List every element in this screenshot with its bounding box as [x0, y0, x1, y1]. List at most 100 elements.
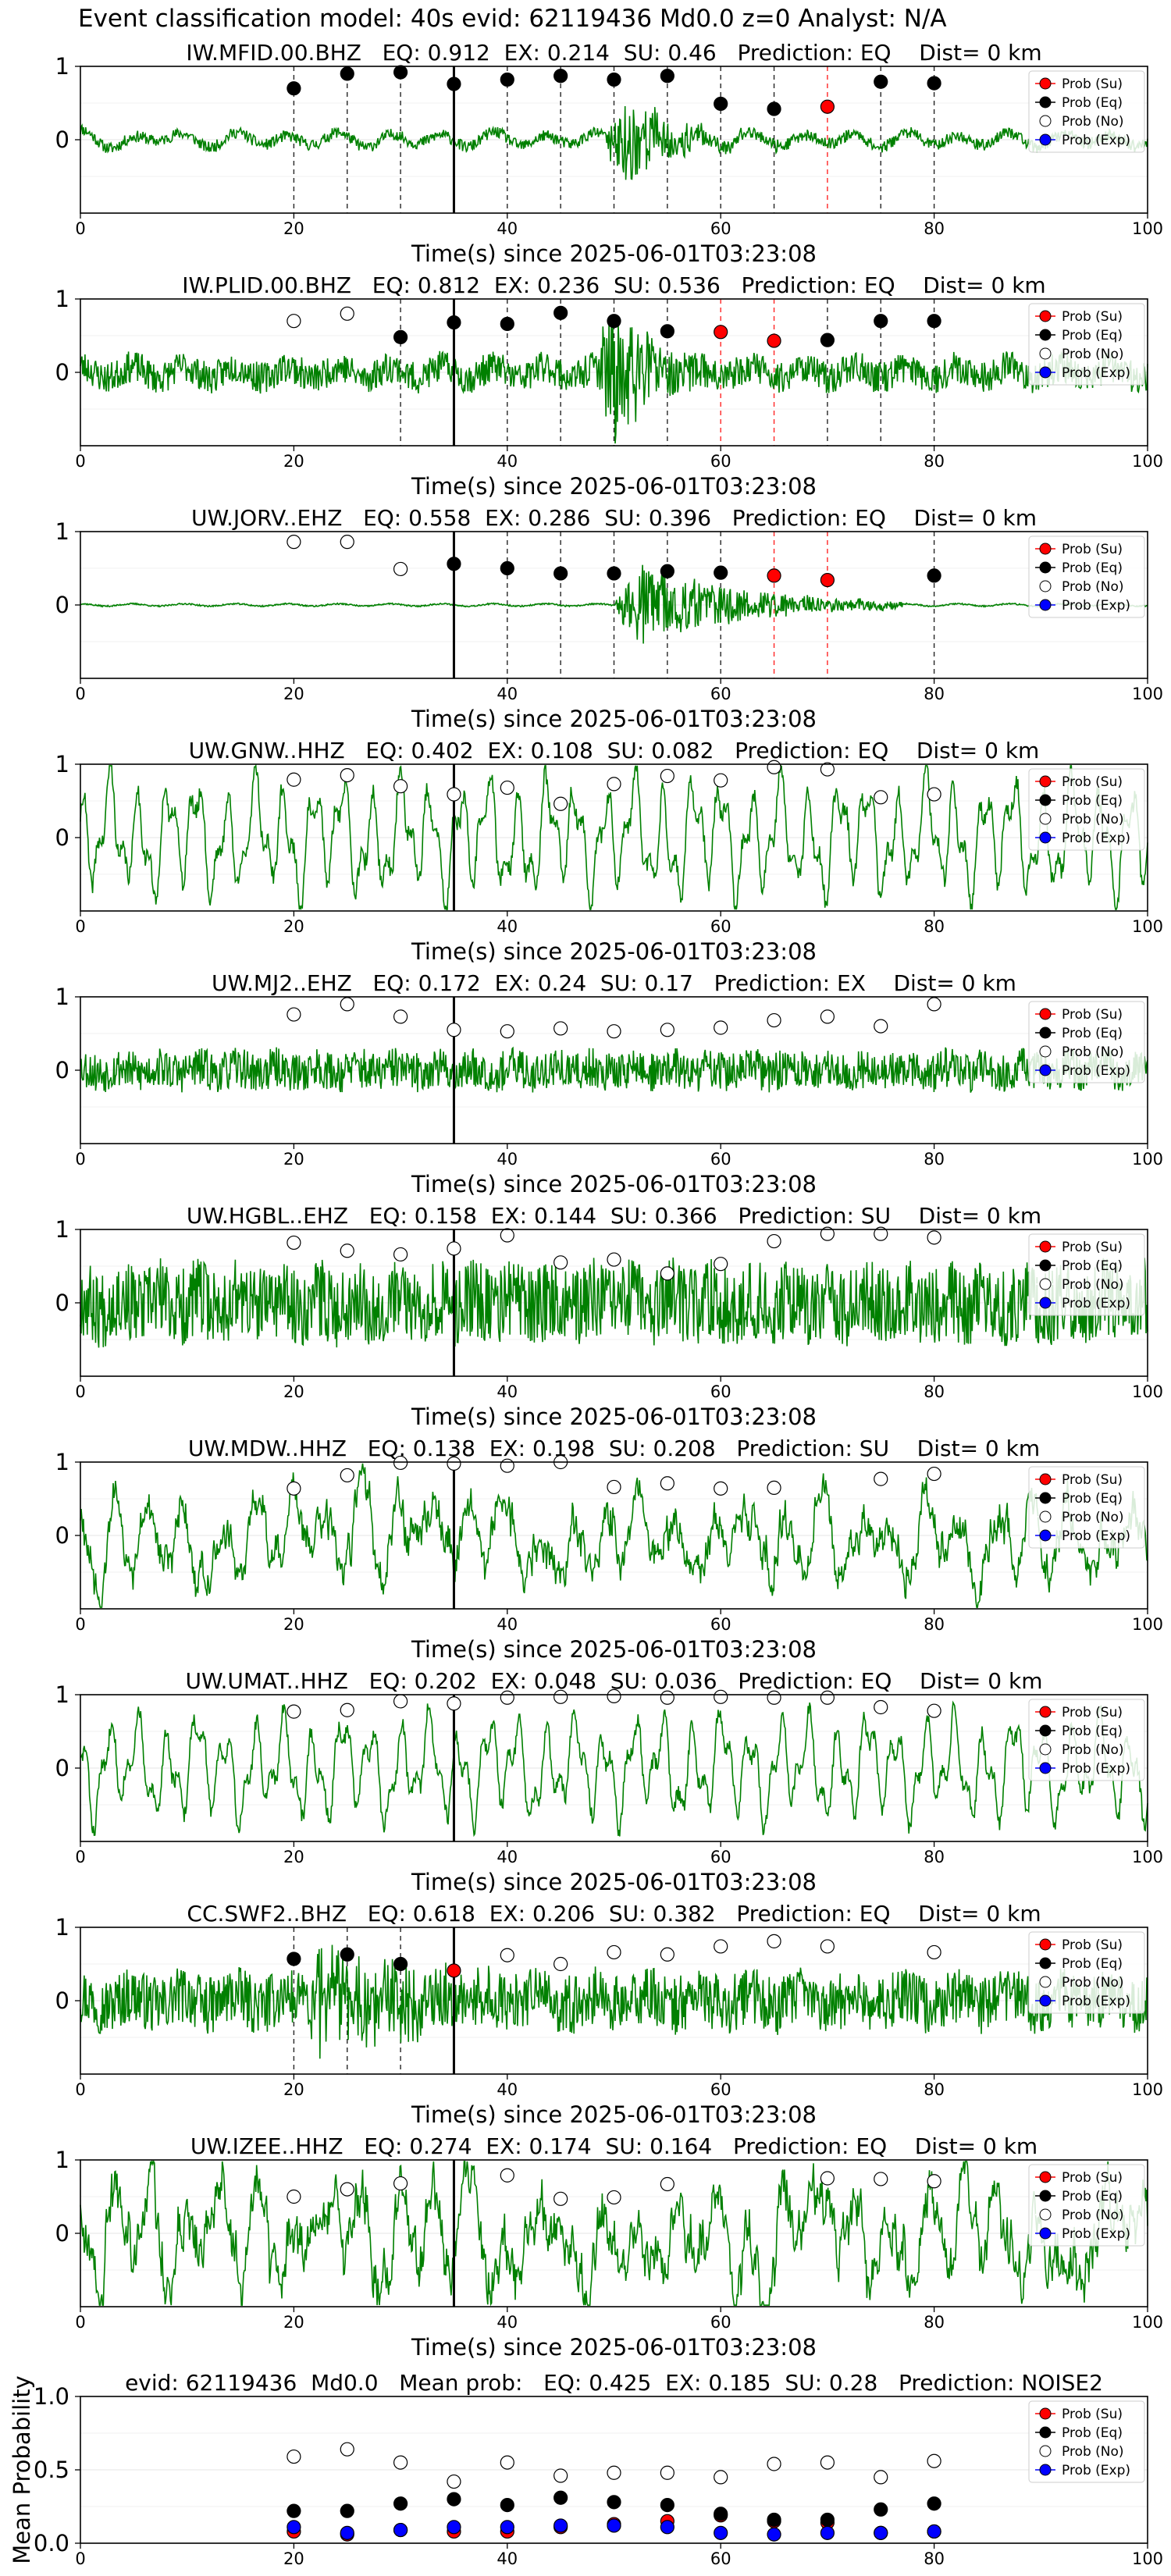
mean-point-no — [874, 2470, 888, 2485]
x-tick-label: 40 — [497, 1382, 518, 1401]
figure-suptitle: Event classification model: 40s evid: 62… — [78, 5, 947, 33]
prob-point-no — [553, 796, 568, 811]
x-tick-label: 20 — [283, 917, 304, 936]
x-tick-label: 100 — [1132, 1382, 1163, 1401]
mean-point-no — [767, 2457, 781, 2471]
x-tick-label: 80 — [924, 219, 945, 238]
x-tick-label: 60 — [710, 2549, 731, 2568]
prob-point-eq — [874, 74, 888, 89]
mean-point-exp — [553, 2518, 568, 2533]
x-axis-label: Time(s) since 2025-06-01T03:23:08 — [411, 1171, 817, 1197]
legend-frame — [1028, 2400, 1145, 2483]
prob-point-no — [660, 1947, 674, 1962]
legend-marker-no — [1039, 347, 1052, 360]
prob-point-no — [714, 773, 728, 788]
x-tick-label: 40 — [497, 452, 518, 471]
x-tick-label: 100 — [1132, 2549, 1163, 2568]
legend-marker-su — [1039, 775, 1052, 788]
y-tick-label: 0 — [55, 1057, 69, 1083]
prob-point-no — [393, 779, 408, 794]
legend-marker-su — [1039, 1008, 1052, 1020]
prob-point-no — [340, 2182, 354, 2197]
chart-title: evid: 62119436 Md0.0 Mean prob: EQ: 0.42… — [125, 2370, 1103, 2396]
legend-label-eq: Prob (Eq) — [1062, 2425, 1123, 2441]
prob-point-no — [287, 535, 301, 550]
waveform-trace — [80, 1046, 1148, 1093]
mean-point-eq — [927, 2496, 941, 2511]
legend-marker-exp — [1039, 831, 1052, 844]
mean-point-exp — [393, 2522, 408, 2538]
chart-title: UW.GNW..HHZ EQ: 0.402 EX: 0.108 SU: 0.08… — [189, 738, 1040, 763]
x-tick-label: 20 — [283, 1150, 304, 1169]
legend-frame — [1028, 1699, 1145, 1781]
x-axis-label: Time(s) since 2025-06-01T03:23:08 — [411, 473, 817, 500]
legend-marker-exp — [1039, 366, 1052, 379]
prob-point-no — [820, 2171, 835, 2186]
chart-title: CC.SWF2..BHZ EQ: 0.618 EX: 0.206 SU: 0.3… — [187, 1901, 1041, 1927]
prob-point-eq — [393, 329, 408, 344]
mean-point-no — [927, 2453, 941, 2468]
prob-point-no — [287, 772, 301, 787]
x-tick-label: 60 — [710, 1150, 731, 1169]
mean-point-no — [553, 2468, 568, 2483]
legend-marker-eq — [1039, 1724, 1052, 1737]
prob-point-no — [393, 561, 408, 577]
prob-point-no — [553, 1255, 568, 1270]
prob-point-su — [767, 568, 781, 583]
legend-marker-eq — [1039, 2190, 1052, 2202]
legend-marker-eq — [1039, 2426, 1052, 2439]
legend-label-exp: Prob (Exp) — [1062, 2226, 1130, 2242]
x-tick-label: 20 — [283, 2080, 304, 2099]
y-tick-label: 0 — [55, 126, 69, 153]
legend-marker-no — [1039, 2445, 1052, 2457]
x-tick-label: 0 — [75, 917, 85, 936]
x-tick-label: 20 — [283, 1615, 304, 1634]
legend-marker-no — [1039, 1510, 1052, 1523]
prob-point-no — [660, 1690, 674, 1705]
prob-point-eq — [660, 69, 674, 84]
mean-point-no — [447, 2474, 461, 2489]
prob-point-no — [500, 1024, 514, 1039]
mean-point-eq — [714, 2507, 728, 2521]
legend-label-su: Prob (Su) — [1062, 542, 1123, 557]
legend-marker-eq — [1039, 96, 1052, 109]
prob-point-no — [820, 1939, 835, 1954]
prob-point-no — [500, 1948, 514, 1962]
legend-marker-su — [1039, 2407, 1052, 2420]
legend-frame — [1028, 2164, 1145, 2247]
x-tick-label: 60 — [710, 1615, 731, 1634]
legend-marker-su — [1039, 1473, 1052, 1485]
mean-point-exp — [607, 2518, 621, 2533]
prob-point-eq — [660, 324, 674, 339]
prob-point-no — [874, 790, 888, 805]
x-tick-label: 60 — [710, 1382, 731, 1401]
prob-point-eq — [607, 314, 621, 329]
x-tick-label: 40 — [497, 2549, 518, 2568]
prob-point-no — [393, 1694, 408, 1709]
mean-point-eq — [874, 2502, 888, 2517]
prob-point-eq — [927, 568, 941, 583]
prob-point-eq — [287, 81, 301, 96]
prob-point-eq — [340, 1947, 354, 1962]
x-tick-label: 60 — [710, 917, 731, 936]
prob-point-su — [820, 99, 835, 114]
y-tick-label: 0 — [55, 1987, 69, 2014]
mean-point-no — [340, 2442, 354, 2457]
legend-marker-no — [1039, 2208, 1052, 2221]
station-chart-9: CC.SWF2..BHZ EQ: 0.618 EX: 0.206 SU: 0.3… — [55, 1901, 1164, 2128]
prob-point-no — [287, 2189, 301, 2204]
prob-point-eq — [340, 66, 354, 81]
mean-point-eq — [660, 2498, 674, 2513]
x-tick-label: 20 — [283, 1848, 304, 1866]
x-tick-label: 0 — [75, 452, 85, 471]
prob-point-no — [287, 1704, 301, 1719]
prob-point-no — [287, 314, 301, 329]
mean-point-eq — [607, 2495, 621, 2510]
legend-marker-exp — [1039, 1762, 1052, 1774]
x-tick-label: 60 — [710, 2313, 731, 2332]
prob-point-no — [553, 2191, 568, 2206]
x-axis-label: Time(s) since 2025-06-01T03:23:08 — [411, 1636, 817, 1663]
y-tick-label: 1 — [55, 2147, 69, 2173]
legend-label-su: Prob (Su) — [1062, 1705, 1123, 1720]
prob-point-no — [500, 2168, 514, 2183]
